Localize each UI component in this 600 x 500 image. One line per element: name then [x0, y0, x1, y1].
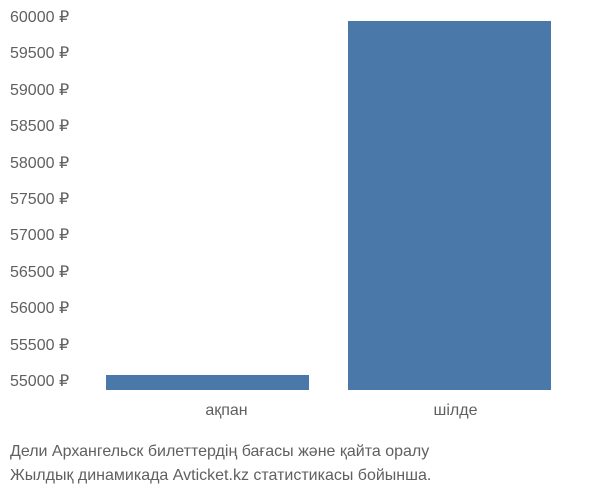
caption-line-1: Дели Архангельск билеттердің бағасы және… [10, 440, 580, 464]
x-tick: шілде [359, 402, 551, 420]
y-tick: 55000 ₽ [10, 374, 69, 390]
y-tick: 58500 ₽ [10, 119, 69, 135]
y-tick: 59500 ₽ [10, 46, 69, 62]
y-axis: 60000 ₽ 59500 ₽ 59000 ₽ 58500 ₽ 58000 ₽ … [10, 10, 77, 390]
chart-container: 60000 ₽ 59500 ₽ 59000 ₽ 58500 ₽ 58000 ₽ … [10, 10, 580, 390]
y-tick: 57000 ₽ [10, 228, 69, 244]
caption: Дели Архангельск билеттердің бағасы және… [10, 440, 580, 488]
y-tick: 58000 ₽ [10, 156, 69, 172]
y-tick: 56000 ₽ [10, 301, 69, 317]
y-tick: 59000 ₽ [10, 83, 69, 99]
y-tick: 55500 ₽ [10, 338, 69, 354]
caption-line-2: Жылдық динамикада Avticket.kz статистика… [10, 464, 580, 488]
y-tick: 60000 ₽ [10, 10, 69, 26]
y-tick: 56500 ₽ [10, 265, 69, 281]
y-tick: 57500 ₽ [10, 192, 69, 208]
x-axis: ақпан шілде [102, 390, 580, 420]
x-tick: ақпан [130, 402, 322, 420]
plot-area [77, 10, 580, 390]
bar-1 [348, 21, 551, 390]
bar-0 [106, 375, 309, 390]
